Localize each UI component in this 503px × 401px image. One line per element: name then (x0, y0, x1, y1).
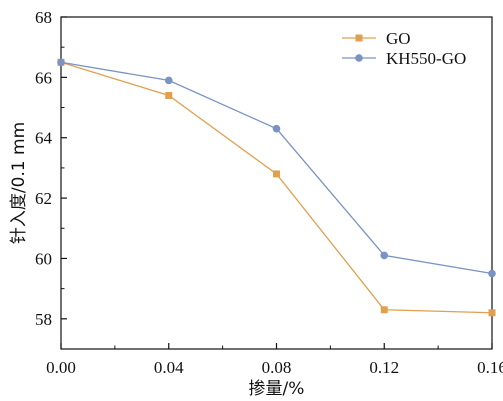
series-line (60, 61, 493, 275)
data-point (380, 251, 389, 260)
data-point (165, 91, 173, 99)
legend-marker (355, 54, 363, 62)
data-point (272, 124, 281, 133)
series-line (60, 61, 493, 314)
legend-label: GO (386, 29, 411, 48)
series-go-group (57, 58, 496, 317)
data-point (273, 170, 280, 178)
x-tick-label: 0.12 (369, 358, 399, 377)
x-tick-label: 0.04 (154, 358, 184, 377)
series-layer (57, 58, 496, 317)
y-tick-label: 64 (35, 129, 53, 148)
data-point (488, 309, 496, 317)
legend-marker (355, 34, 363, 42)
x-axis-title: 掺量/% (249, 379, 305, 399)
y-tick-label: 68 (35, 8, 52, 27)
data-point (57, 58, 65, 67)
y-axis-title: 针入度/0.1 mm (9, 122, 29, 244)
data-point (488, 269, 496, 278)
x-tick-label: 0.08 (262, 358, 292, 377)
x-tick-label: 0.00 (46, 358, 76, 377)
y-axis-ticks: 58 60 62 64 66 68 (35, 8, 67, 350)
y-tick-label: 58 (35, 310, 52, 329)
y-tick-label: 60 (35, 249, 52, 268)
y-tick-label: 66 (35, 68, 52, 87)
data-point (380, 306, 388, 314)
x-axis-ticks: 0.00 0.04 0.08 0.12 0.16 (46, 343, 503, 377)
x-tick-label: 0.16 (477, 358, 503, 377)
legend-label: KH550-GO (386, 49, 466, 68)
y-tick-label: 62 (35, 189, 52, 208)
series-kh550-go-group (57, 58, 496, 278)
data-point (164, 76, 173, 85)
